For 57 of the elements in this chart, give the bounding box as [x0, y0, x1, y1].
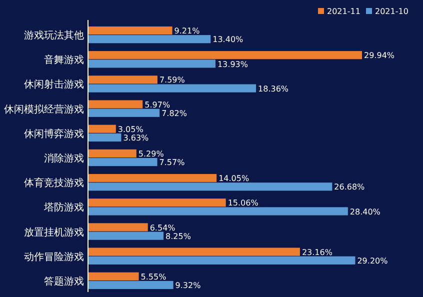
legend-label: 2021-11	[327, 6, 360, 16]
y-tick-label: 体育竞技游戏	[24, 177, 84, 190]
bar	[88, 207, 348, 216]
data-label: 6.54%	[150, 223, 176, 232]
y-tick-label: 动作冒险游戏	[24, 250, 84, 263]
y-tick-label: 塔防游戏	[43, 202, 84, 214]
data-label: 3.05%	[118, 124, 144, 134]
data-label: 15.06%	[228, 198, 259, 208]
bar	[88, 35, 211, 44]
bar	[88, 60, 216, 68]
data-label: 5.29%	[138, 149, 164, 158]
data-label: 26.68%	[334, 182, 366, 192]
bar	[88, 256, 356, 264]
y-tick-label: 答题游戏	[44, 275, 84, 288]
data-label: 7.59%	[159, 76, 186, 85]
data-label: 28.40%	[350, 207, 381, 216]
bar	[88, 84, 256, 92]
bar	[88, 248, 300, 256]
bar	[88, 76, 158, 84]
data-label: 29.20%	[357, 256, 388, 266]
bar	[88, 133, 122, 142]
bar	[88, 272, 139, 280]
bar	[88, 223, 148, 232]
data-label: 13.93%	[217, 60, 248, 69]
data-label: 3.63%	[123, 134, 150, 143]
bar	[88, 149, 136, 158]
bar	[88, 232, 164, 240]
data-label: 9.21%	[174, 26, 200, 36]
y-tick-label: 休闲模拟经营游戏	[4, 103, 84, 116]
data-label: 14.05%	[218, 174, 250, 184]
y-tick-label: 音舞游戏	[44, 54, 84, 66]
y-tick-label: 放置挂机游戏	[24, 226, 84, 238]
bar	[88, 198, 226, 207]
data-label: 7.82%	[162, 108, 188, 118]
bar	[88, 280, 174, 290]
bar	[88, 124, 116, 133]
y-tick-label: 消除游戏	[44, 152, 84, 164]
y-tick-label: 休闲射击游戏	[24, 78, 84, 91]
data-label: 5.55%	[140, 272, 167, 282]
data-label: 8.25%	[166, 232, 192, 241]
bar	[88, 108, 160, 117]
data-label: 18.36%	[258, 84, 289, 94]
y-tick-label: 休闲博弈游戏	[24, 128, 84, 140]
legend-label: 2021-10	[375, 6, 408, 16]
bar	[88, 182, 332, 191]
bar	[88, 26, 172, 35]
bar	[88, 174, 217, 182]
bar	[88, 100, 143, 108]
data-label: 23.16%	[302, 248, 333, 257]
bar	[88, 158, 158, 166]
data-label: 9.32%	[175, 281, 202, 290]
data-label: 5.97%	[144, 100, 170, 110]
bar	[88, 51, 362, 60]
data-label: 13.40%	[212, 35, 244, 44]
data-label: 7.57%	[159, 158, 186, 168]
data-label: 29.94%	[364, 51, 395, 60]
y-tick-label: 游戏玩法其他	[24, 30, 84, 42]
